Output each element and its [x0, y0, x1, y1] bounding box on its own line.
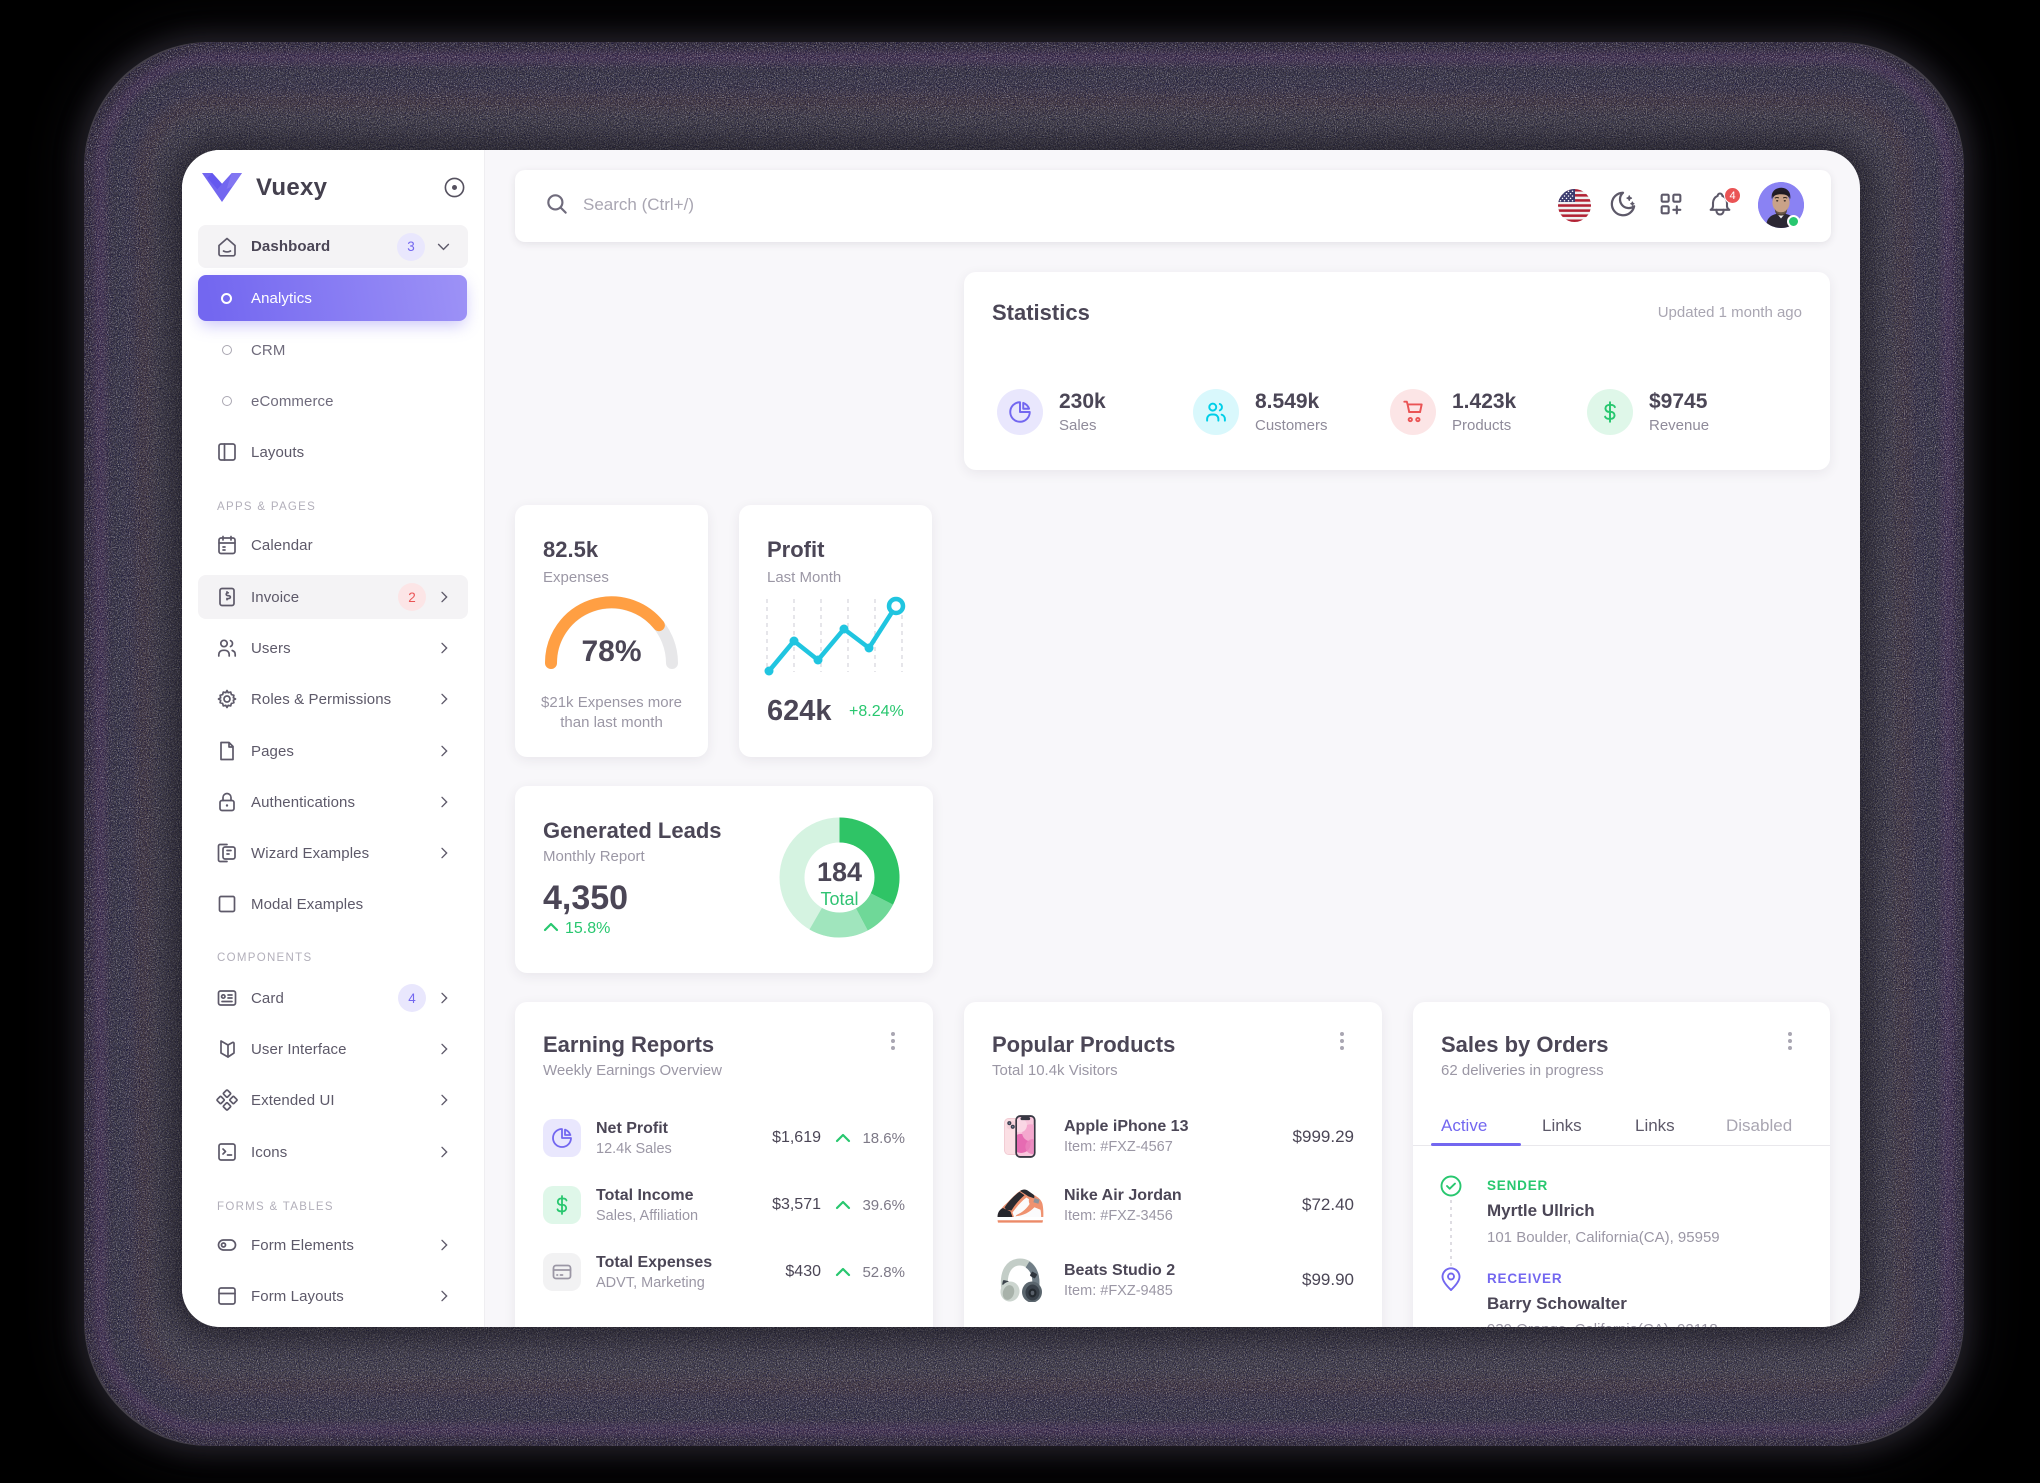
svg-text:Total: Total — [820, 889, 858, 909]
svg-text:184: 184 — [817, 857, 862, 887]
